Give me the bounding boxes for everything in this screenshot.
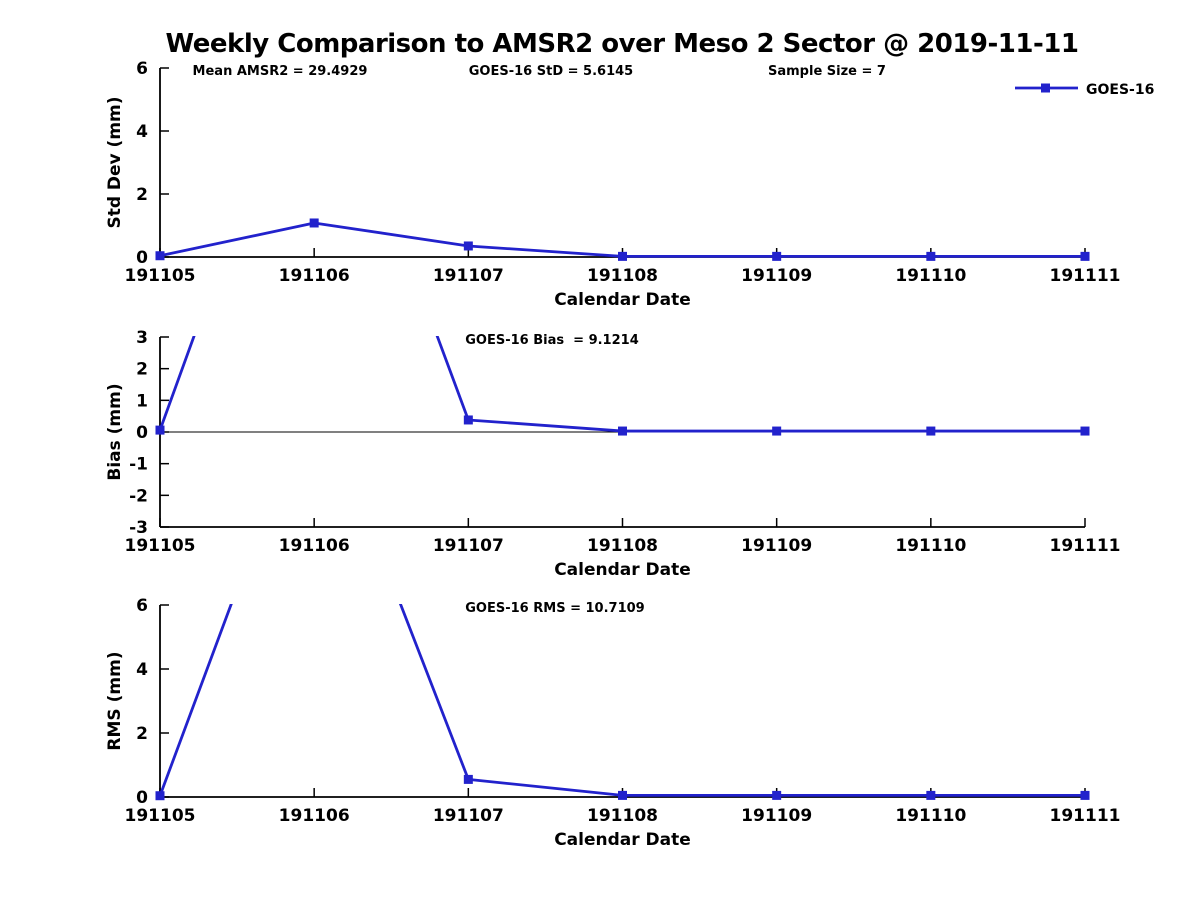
y-tick-label: 6 bbox=[136, 59, 148, 79]
x-tick-label: 191109 bbox=[741, 806, 812, 826]
data-marker bbox=[618, 790, 627, 800]
y-tick-label: 3 bbox=[136, 328, 148, 348]
y-tick-label: -3 bbox=[129, 518, 148, 538]
y-tick-label: -1 bbox=[129, 455, 148, 475]
data-marker bbox=[926, 426, 936, 436]
data-marker bbox=[155, 425, 165, 435]
y-tick-label: 0 bbox=[136, 248, 148, 268]
data-marker bbox=[618, 426, 627, 436]
x-tick-label: 191110 bbox=[895, 806, 966, 826]
y-tick-label: 2 bbox=[136, 185, 148, 205]
x-tick-label: 191110 bbox=[895, 536, 966, 556]
data-series-goes16 bbox=[155, 218, 1090, 261]
x-tick-label: 191106 bbox=[279, 806, 350, 826]
x-tick-label: 191106 bbox=[279, 266, 350, 286]
x-tick-label: 191111 bbox=[1050, 266, 1121, 286]
y-tick-label: 2 bbox=[136, 360, 148, 380]
data-marker bbox=[155, 791, 165, 801]
x-tick-label: 191105 bbox=[125, 536, 196, 556]
x-axis-label: Calendar Date bbox=[554, 290, 691, 310]
data-marker bbox=[926, 790, 936, 800]
plot-std-dev: 0 2 4 6 191105 191106 191107 191108 191109 191110… bbox=[105, 59, 1120, 310]
data-marker bbox=[463, 774, 473, 784]
y-tick-label: -2 bbox=[129, 486, 148, 506]
y-axis-label: Std Dev (mm) bbox=[105, 96, 125, 228]
data-marker bbox=[772, 251, 782, 261]
x-tick-label: 191108 bbox=[587, 806, 658, 826]
data-marker bbox=[1080, 251, 1090, 261]
annotation: GOES-16 RMS = 10.7109 bbox=[465, 601, 644, 616]
x-axis-label: Calendar Date bbox=[554, 560, 691, 580]
x-tick-label: 191109 bbox=[741, 536, 812, 556]
data-marker bbox=[1080, 790, 1090, 800]
figure-title: Weekly Comparison to AMSR2 over Meso 2 S… bbox=[166, 29, 1079, 59]
y-tick-label: 1 bbox=[136, 391, 148, 411]
data-marker bbox=[772, 426, 782, 436]
x-tick-label: 191110 bbox=[895, 266, 966, 286]
y-tick-label: 2 bbox=[136, 724, 148, 744]
annotation: GOES-16 StD = 5.6145 bbox=[469, 64, 633, 79]
x-tick-label: 191107 bbox=[433, 536, 504, 556]
plot-bias: -3 -2 -1 0 1 2 3 191105 191106 191107 191108 191109… bbox=[105, 328, 1121, 580]
data-marker bbox=[309, 218, 319, 228]
data-marker bbox=[463, 241, 473, 251]
data-marker bbox=[1080, 426, 1090, 436]
x-tick-label: 191109 bbox=[741, 266, 812, 286]
data-marker bbox=[155, 251, 165, 261]
legend: GOES-16 bbox=[1015, 82, 1154, 98]
legend-marker-icon bbox=[1041, 83, 1050, 93]
y-axis-label: RMS (mm) bbox=[105, 651, 125, 750]
y-tick-label: 0 bbox=[136, 423, 148, 443]
data-marker bbox=[772, 790, 782, 800]
x-tick-label: 191107 bbox=[433, 266, 504, 286]
charts-container: 0 2 4 6 191105 191106 191107 191108 191109 191110… bbox=[105, 59, 1121, 850]
x-tick-label: 191107 bbox=[433, 806, 504, 826]
y-tick-label: 6 bbox=[136, 596, 148, 616]
x-tick-label: 191108 bbox=[587, 536, 658, 556]
annotation: Sample Size = 7 bbox=[768, 64, 886, 79]
x-tick-label: 191108 bbox=[587, 266, 658, 286]
data-marker bbox=[618, 251, 627, 261]
x-tick-label: 191105 bbox=[125, 806, 196, 826]
x-axis-label: Calendar Date bbox=[554, 830, 691, 850]
x-tick-label: 191111 bbox=[1050, 536, 1121, 556]
annotation: Mean AMSR2 = 29.4929 bbox=[193, 64, 368, 79]
y-tick-label: 4 bbox=[136, 122, 148, 142]
data-marker bbox=[926, 251, 936, 261]
y-tick-label: 4 bbox=[136, 660, 148, 680]
data-marker bbox=[463, 415, 473, 425]
y-axis-label: Bias (mm) bbox=[105, 383, 125, 480]
x-tick-label: 191111 bbox=[1050, 806, 1121, 826]
series-line bbox=[158, 604, 1085, 797]
x-tick-label: 191106 bbox=[279, 536, 350, 556]
plot-rms: 0 2 4 6 191105 191106 191107 191108 191109 191110… bbox=[105, 596, 1121, 850]
annotation: GOES-16 Bias = 9.1214 bbox=[465, 333, 639, 348]
x-tick-label: 191105 bbox=[125, 266, 196, 286]
data-series-goes16 bbox=[155, 604, 1090, 801]
y-tick-label: 0 bbox=[136, 788, 148, 808]
legend-label: GOES-16 bbox=[1086, 82, 1154, 98]
data-series-goes16 bbox=[155, 336, 1090, 436]
